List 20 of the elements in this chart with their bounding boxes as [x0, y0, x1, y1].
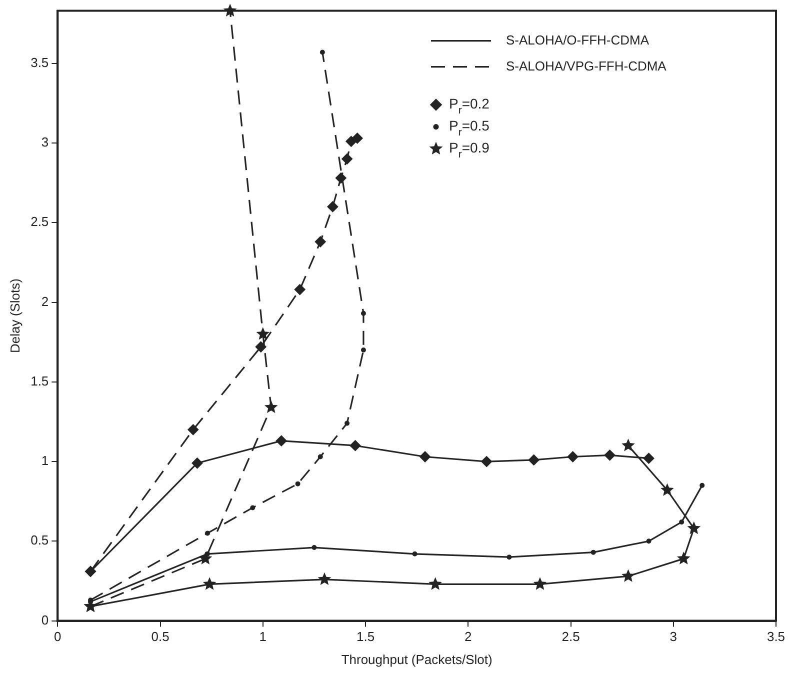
y-tick-label: 2.5	[30, 214, 49, 230]
y-tick-label: 3	[41, 134, 49, 150]
y-tick-label: 0.5	[30, 532, 49, 548]
y-tick-label: 3.5	[30, 54, 49, 70]
x-tick-label: 0.5	[151, 629, 170, 644]
x-tick-label: 3.5	[766, 629, 786, 644]
x-tick-label: 0	[54, 629, 62, 644]
legend-label: S-ALOHA/O-FFH-CDMA	[506, 32, 650, 48]
y-axis-title: Delay (Slots)	[7, 278, 22, 354]
y-tick-label: 1.5	[30, 373, 49, 388]
legend-label: S-ALOHA/VPG-FFH-CDMA	[506, 58, 667, 74]
x-tick-label: 1	[259, 629, 267, 644]
x-tick-label: 2	[464, 629, 472, 644]
y-tick-label: 1	[41, 453, 49, 468]
x-axis-title: Throughput (Packets/Slot)	[341, 652, 492, 667]
y-tick-label: 0	[41, 612, 49, 628]
x-tick-label: 1.5	[356, 629, 375, 644]
x-tick-label: 3	[670, 629, 677, 644]
y-tick-label: 2	[41, 294, 49, 309]
x-tick-label: 2.5	[562, 629, 580, 644]
